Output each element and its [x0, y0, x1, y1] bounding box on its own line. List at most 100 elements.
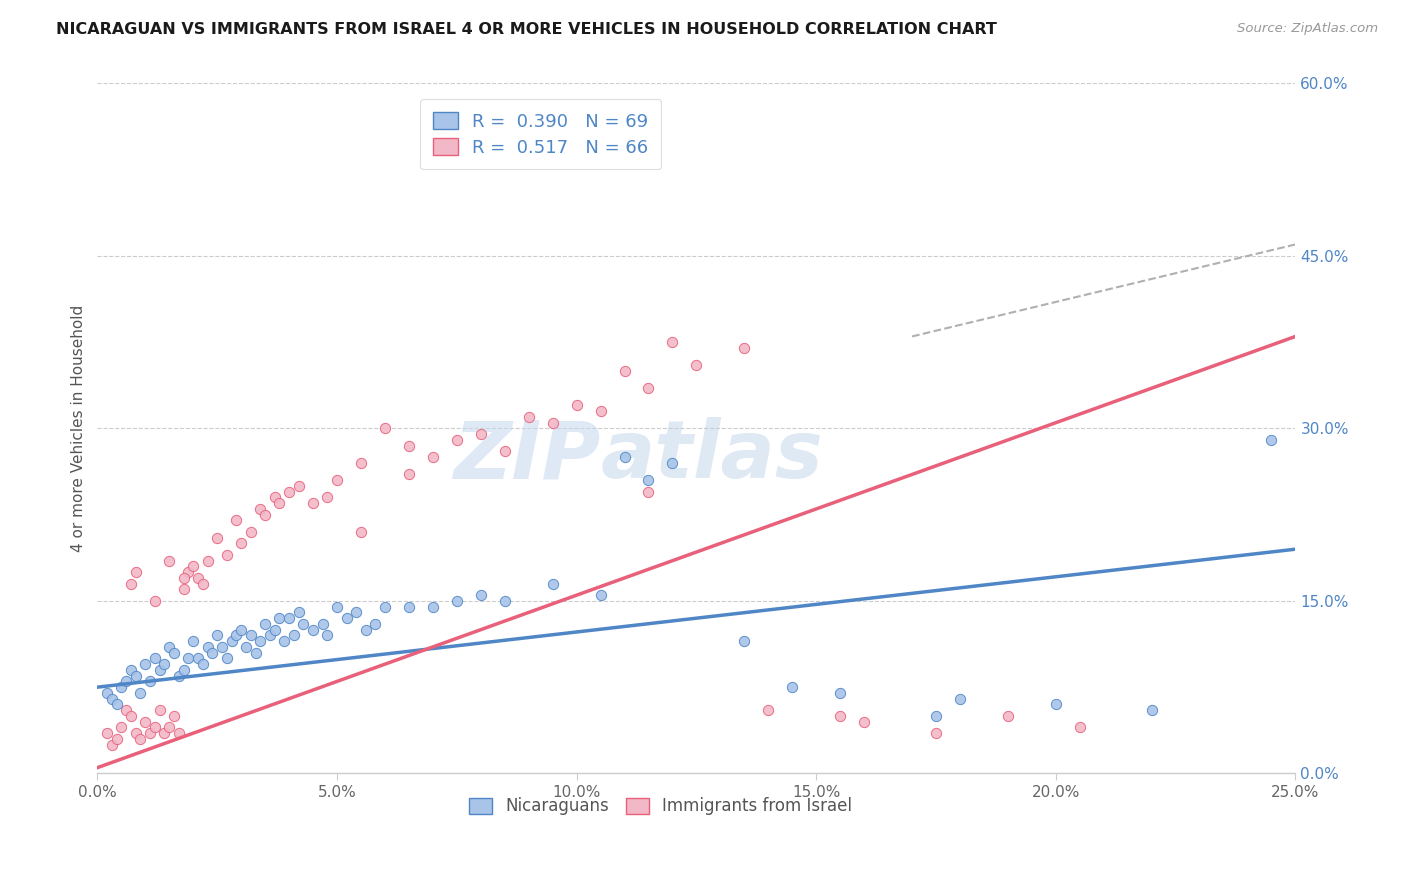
- Point: [335, 611, 357, 625]
- Point: [278, 484, 301, 499]
- Point: [292, 616, 315, 631]
- Text: NICARAGUAN VS IMMIGRANTS FROM ISRAEL 4 OR MORE VEHICLES IN HOUSEHOLD CORRELATION: NICARAGUAN VS IMMIGRANTS FROM ISRAEL 4 O…: [56, 22, 997, 37]
- Point: [302, 496, 325, 510]
- Point: [205, 531, 228, 545]
- Point: [120, 663, 142, 677]
- Point: [105, 731, 128, 746]
- Point: [589, 588, 612, 602]
- Point: [494, 594, 516, 608]
- Point: [350, 456, 373, 470]
- Point: [120, 709, 142, 723]
- Text: Source: ZipAtlas.com: Source: ZipAtlas.com: [1237, 22, 1378, 36]
- Point: [1140, 703, 1163, 717]
- Point: [143, 594, 166, 608]
- Point: [129, 731, 152, 746]
- Point: [685, 358, 707, 372]
- Point: [215, 548, 238, 562]
- Point: [211, 640, 233, 654]
- Point: [120, 576, 142, 591]
- Point: [326, 599, 349, 614]
- Point: [149, 663, 172, 677]
- Point: [316, 628, 339, 642]
- Point: [273, 634, 295, 648]
- Point: [283, 628, 305, 642]
- Point: [100, 691, 122, 706]
- Point: [637, 473, 659, 487]
- Point: [125, 565, 148, 579]
- Point: [398, 439, 420, 453]
- Point: [134, 714, 156, 729]
- Point: [316, 491, 339, 505]
- Point: [110, 721, 132, 735]
- Point: [446, 433, 468, 447]
- Point: [197, 554, 219, 568]
- Point: [125, 726, 148, 740]
- Point: [100, 738, 122, 752]
- Point: [191, 657, 214, 672]
- Point: [143, 651, 166, 665]
- Point: [157, 640, 180, 654]
- Point: [470, 427, 492, 442]
- Point: [163, 709, 186, 723]
- Point: [637, 381, 659, 395]
- Text: atlas: atlas: [600, 417, 824, 495]
- Point: [191, 576, 214, 591]
- Legend: Nicaraguans, Immigrants from Israel: Nicaraguans, Immigrants from Israel: [460, 789, 860, 823]
- Point: [637, 484, 659, 499]
- Point: [201, 646, 224, 660]
- Point: [187, 651, 209, 665]
- Point: [173, 571, 195, 585]
- Point: [181, 559, 204, 574]
- Point: [143, 721, 166, 735]
- Y-axis label: 4 or more Vehicles in Household: 4 or more Vehicles in Household: [72, 305, 86, 552]
- Point: [187, 571, 209, 585]
- Point: [374, 599, 396, 614]
- Text: ZIP: ZIP: [453, 417, 600, 495]
- Point: [733, 634, 755, 648]
- Point: [125, 668, 148, 682]
- Point: [287, 606, 309, 620]
- Point: [239, 524, 262, 539]
- Point: [925, 726, 948, 740]
- Point: [167, 668, 190, 682]
- Point: [278, 611, 301, 625]
- Point: [163, 646, 186, 660]
- Point: [96, 686, 118, 700]
- Point: [235, 640, 257, 654]
- Point: [1045, 698, 1067, 712]
- Point: [997, 709, 1019, 723]
- Point: [157, 721, 180, 735]
- Point: [215, 651, 238, 665]
- Point: [661, 456, 683, 470]
- Point: [541, 576, 564, 591]
- Point: [110, 680, 132, 694]
- Point: [302, 623, 325, 637]
- Point: [225, 628, 247, 642]
- Point: [263, 491, 285, 505]
- Point: [398, 599, 420, 614]
- Point: [589, 404, 612, 418]
- Point: [1260, 433, 1282, 447]
- Point: [105, 698, 128, 712]
- Point: [853, 714, 876, 729]
- Point: [925, 709, 948, 723]
- Point: [249, 502, 271, 516]
- Point: [830, 709, 852, 723]
- Point: [254, 508, 277, 522]
- Point: [661, 335, 683, 350]
- Point: [344, 606, 367, 620]
- Point: [157, 554, 180, 568]
- Point: [263, 623, 285, 637]
- Point: [115, 703, 138, 717]
- Point: [245, 646, 267, 660]
- Point: [153, 726, 176, 740]
- Point: [139, 726, 162, 740]
- Point: [259, 628, 281, 642]
- Point: [446, 594, 468, 608]
- Point: [364, 616, 387, 631]
- Point: [830, 686, 852, 700]
- Point: [173, 582, 195, 597]
- Point: [205, 628, 228, 642]
- Point: [949, 691, 972, 706]
- Point: [517, 409, 540, 424]
